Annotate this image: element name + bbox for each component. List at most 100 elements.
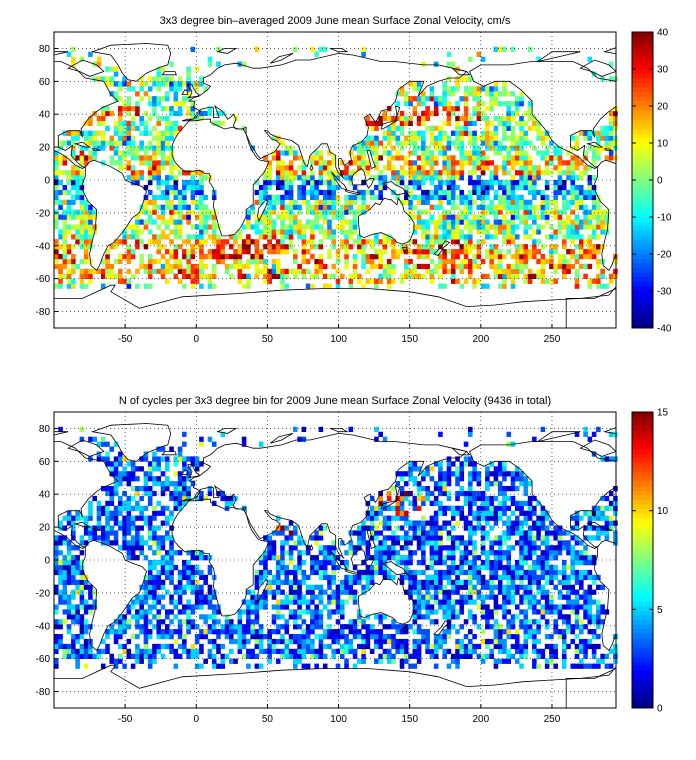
heatmap-cell <box>147 160 153 166</box>
heatmap-cell <box>369 145 375 151</box>
heatmap-cell <box>331 550 337 556</box>
heatmap-cell <box>203 175 208 181</box>
heatmap-cell <box>450 624 456 630</box>
heatmap-cell <box>570 589 576 595</box>
heatmap-cell <box>493 249 499 255</box>
heatmap-cell <box>544 624 550 630</box>
heatmap-cell <box>596 604 601 610</box>
heatmap-cell <box>579 569 584 576</box>
heatmap-cell <box>395 180 401 186</box>
heatmap-cell <box>604 224 610 230</box>
heatmap-cell <box>544 155 550 161</box>
heatmap-cell <box>62 643 68 650</box>
heatmap-cell <box>147 658 153 664</box>
heatmap-cell <box>88 584 93 590</box>
heatmap-cell <box>485 619 490 625</box>
heatmap-cell <box>557 189 563 196</box>
heatmap-cell <box>459 653 465 659</box>
heatmap-cell <box>284 564 290 571</box>
heatmap-cell <box>386 648 392 655</box>
heatmap-cell <box>361 540 366 546</box>
heatmap-cell <box>391 540 396 546</box>
heatmap-cell <box>322 273 328 279</box>
heatmap-cell <box>412 86 418 92</box>
heatmap-cell <box>514 184 520 191</box>
heatmap-cell <box>378 634 383 640</box>
heatmap-cell <box>75 648 80 655</box>
heatmap-cell <box>241 263 247 270</box>
heatmap-cell <box>122 278 127 284</box>
heatmap-cell <box>301 619 307 625</box>
heatmap-cell <box>399 525 405 531</box>
heatmap-cell <box>135 540 140 546</box>
heatmap-cell <box>182 273 187 279</box>
heatmap-cell <box>54 160 59 166</box>
heatmap-cell <box>510 165 516 171</box>
heatmap-cell <box>318 155 324 161</box>
heatmap-cell <box>79 175 85 181</box>
heatmap-cell <box>540 254 546 260</box>
heatmap-cell <box>438 643 443 650</box>
heatmap-cell <box>160 634 166 640</box>
heatmap-cell <box>463 130 469 136</box>
heatmap-cell <box>472 106 477 112</box>
heatmap-cell <box>416 584 422 590</box>
heatmap-cell <box>438 525 443 531</box>
heatmap-cell <box>194 584 200 590</box>
heatmap-cell <box>301 634 307 640</box>
heatmap-cell <box>527 115 533 122</box>
heatmap-cell <box>75 653 80 659</box>
heatmap-cell <box>596 219 601 225</box>
heatmap-cell <box>378 170 383 176</box>
heatmap-cell <box>339 648 345 655</box>
heatmap-cell <box>553 648 558 655</box>
heatmap-cell <box>62 160 68 166</box>
coastline <box>585 141 604 148</box>
colorbar-swatch <box>632 230 653 236</box>
heatmap-cell <box>152 165 157 171</box>
heatmap-cell <box>339 209 345 215</box>
heatmap-cell <box>361 530 366 536</box>
heatmap-cell <box>468 560 473 566</box>
heatmap-cell <box>429 234 435 240</box>
heatmap-cell <box>540 204 546 210</box>
heatmap-cell <box>544 160 550 166</box>
heatmap-cell <box>177 599 183 605</box>
heatmap-cell <box>169 574 174 581</box>
heatmap-cell <box>510 239 516 245</box>
heatmap-cell <box>100 135 106 141</box>
heatmap-cell <box>532 569 537 576</box>
heatmap-cell <box>169 643 174 650</box>
heatmap-cell <box>203 658 208 664</box>
heatmap-cell <box>263 189 268 196</box>
heatmap-cell <box>532 180 537 186</box>
heatmap-cell <box>455 263 460 270</box>
heatmap-cell <box>502 194 507 201</box>
heatmap-cell <box>310 219 315 225</box>
heatmap-cell <box>455 125 460 131</box>
heatmap-cell <box>459 244 465 250</box>
heatmap-cell <box>288 244 294 250</box>
heatmap-cell <box>339 204 345 210</box>
heatmap-cell <box>553 199 558 205</box>
heatmap-cell <box>118 86 123 92</box>
heatmap-cell <box>429 584 435 590</box>
heatmap-cell <box>327 643 332 650</box>
colorbar-swatch <box>632 115 653 121</box>
heatmap-cell <box>395 648 401 655</box>
heatmap-cell <box>71 530 76 536</box>
heatmap-cell <box>455 175 460 181</box>
heatmap-cell <box>105 273 110 279</box>
heatmap-cell <box>199 209 204 215</box>
heatmap-cell <box>442 160 447 166</box>
heatmap-cell <box>143 540 149 546</box>
heatmap-cell <box>416 170 422 176</box>
heatmap-cell <box>587 244 593 250</box>
heatmap-cell <box>275 555 281 561</box>
heatmap-cell <box>510 653 516 659</box>
heatmap-cell <box>459 130 465 136</box>
heatmap-cell <box>399 273 405 279</box>
heatmap-cell <box>553 184 558 191</box>
heatmap-cell <box>433 545 439 551</box>
heatmap-cell <box>352 599 358 605</box>
